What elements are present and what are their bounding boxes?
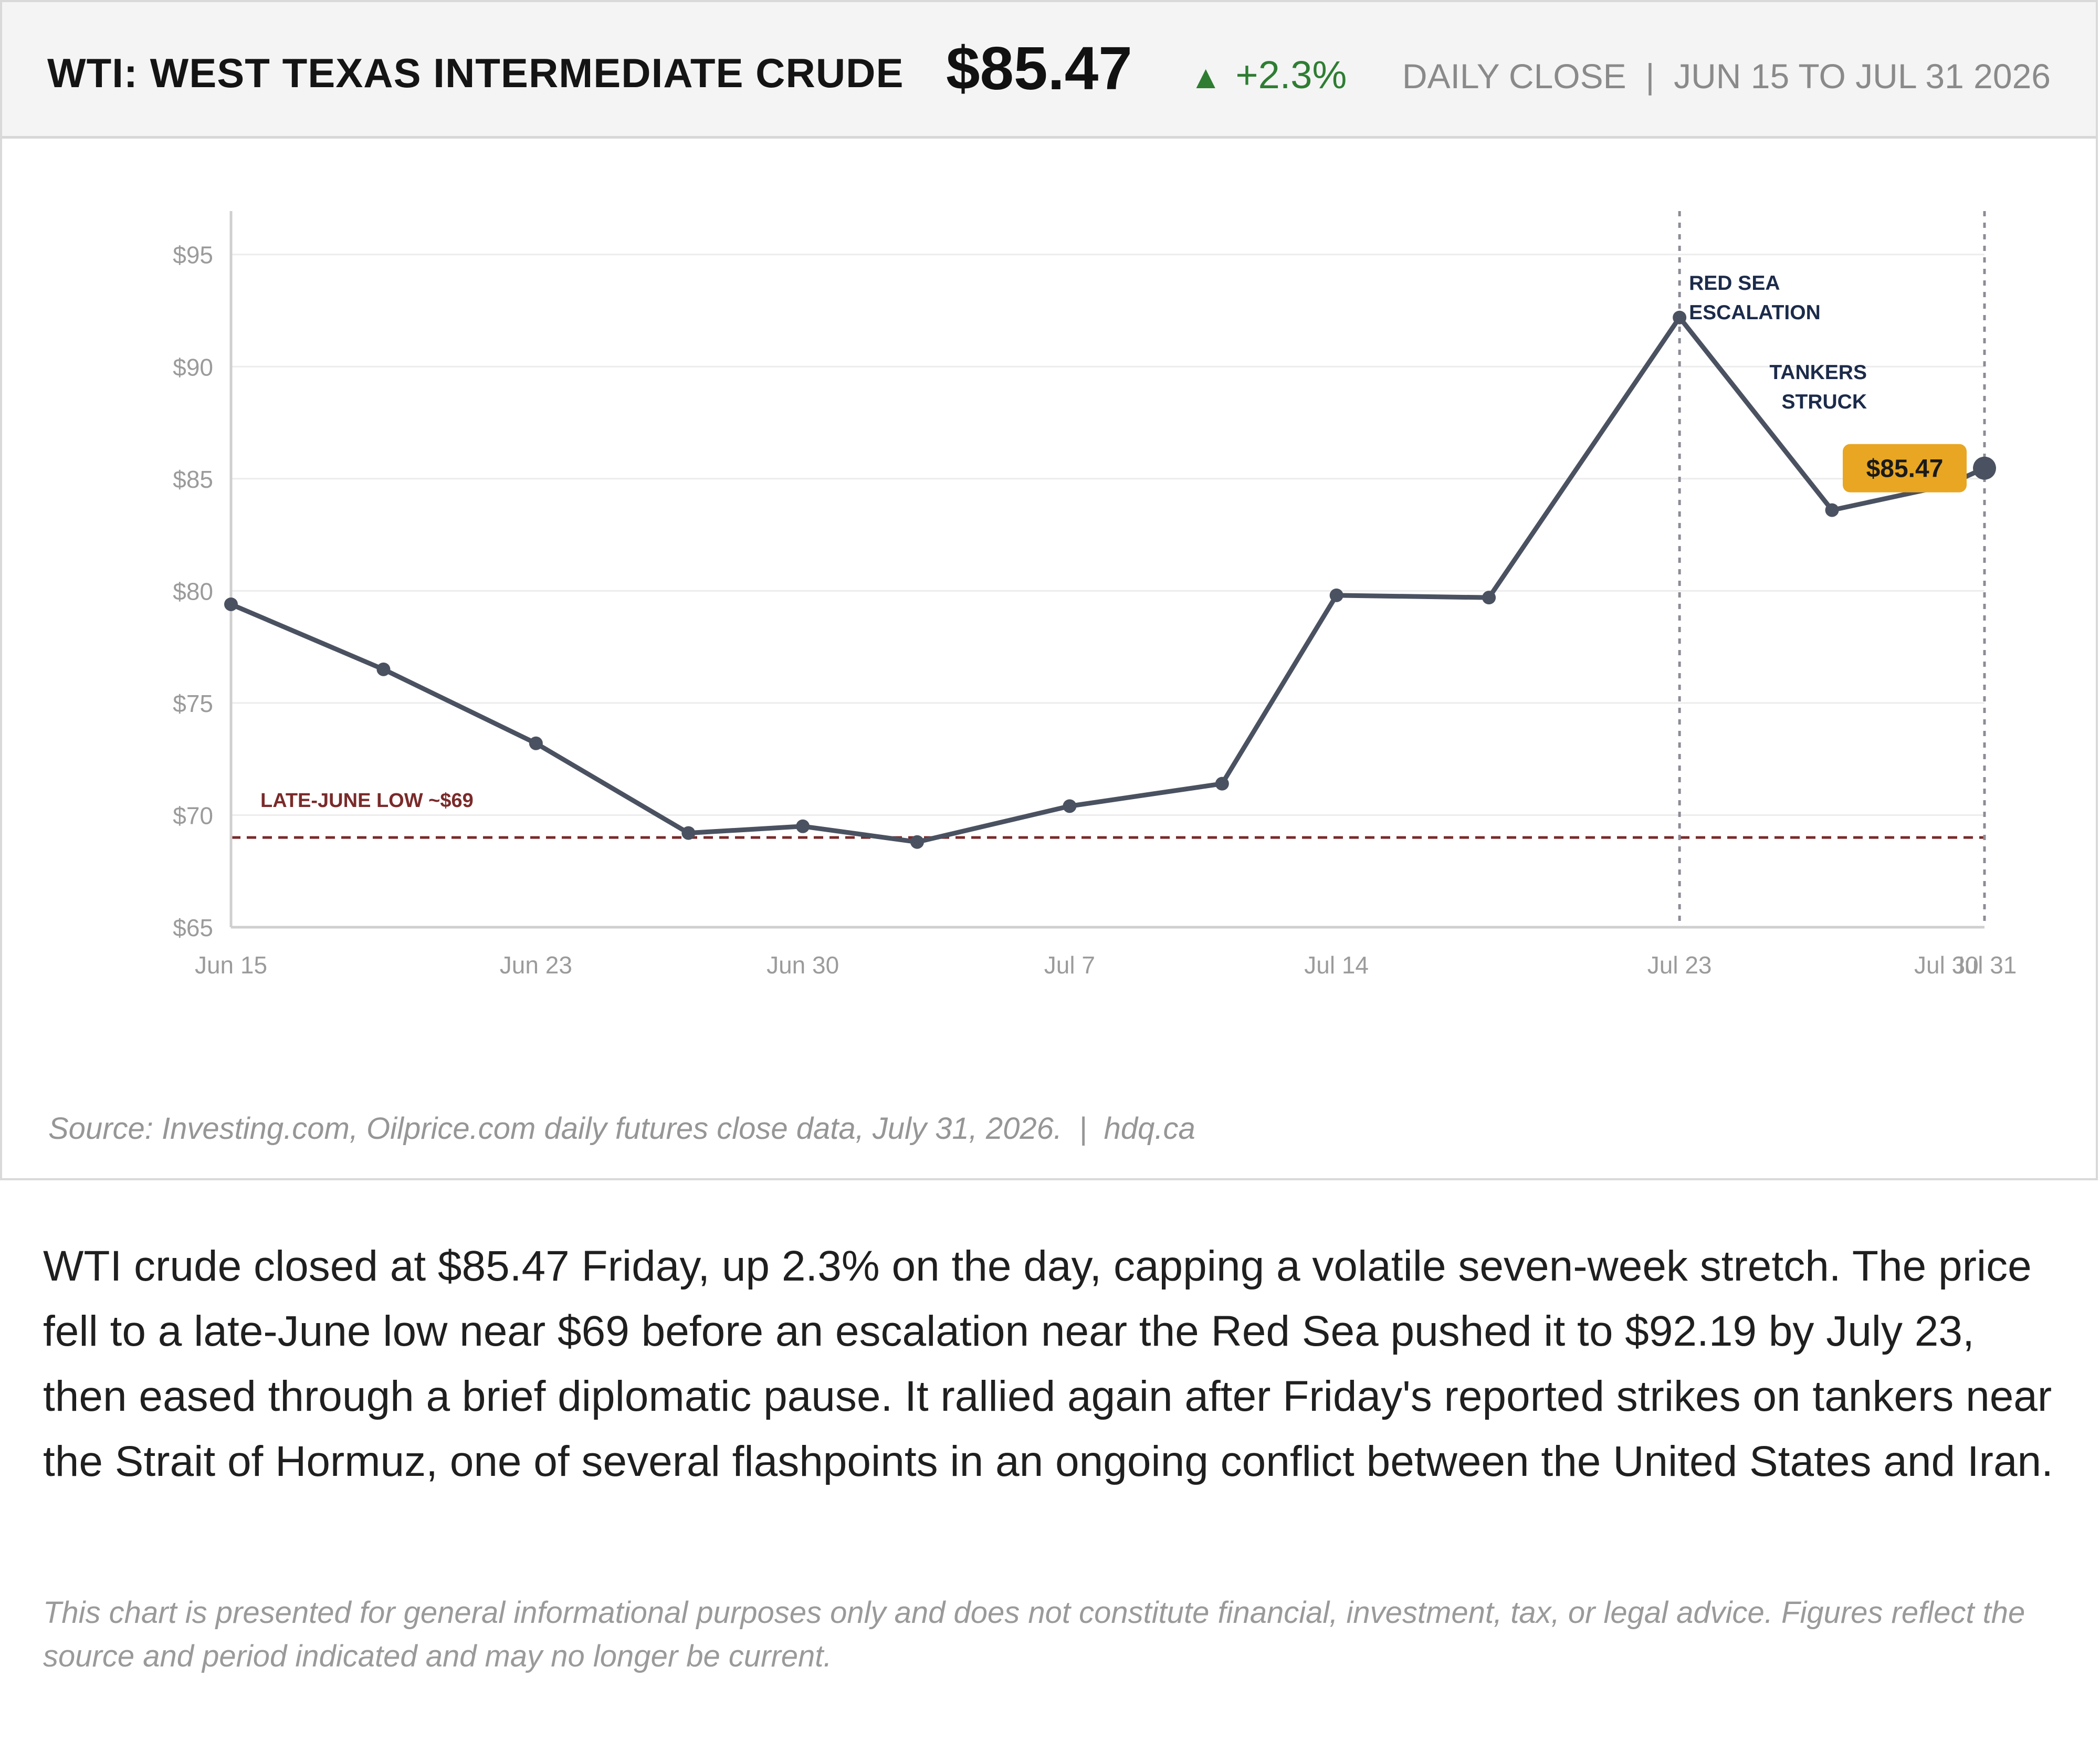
date-range-meta: DAILY CLOSE | JUN 15 TO JUL 31 2026 bbox=[1402, 57, 2051, 96]
data-point bbox=[224, 597, 238, 611]
y-tick-label: $65 bbox=[173, 914, 213, 941]
data-point bbox=[1215, 777, 1229, 791]
summary-paragraph: WTI crude closed at $85.47 Friday, up 2.… bbox=[43, 1242, 2053, 1485]
y-tick-label: $85 bbox=[173, 466, 213, 493]
price-line-chart: LATE-JUNE LOW ~$69 RED SEA ESCALATION TANK… bbox=[173, 211, 2017, 979]
price-change-value: +2.3% bbox=[1235, 53, 1347, 97]
x-tick-label: Jun 30 bbox=[766, 951, 839, 979]
current-price: $85.47 bbox=[946, 34, 1132, 102]
y-tick-label: $95 bbox=[173, 242, 213, 269]
data-point bbox=[1482, 591, 1496, 605]
data-point bbox=[376, 662, 391, 676]
y-tick-label: $90 bbox=[173, 353, 213, 381]
data-point bbox=[910, 835, 924, 849]
last-price-point bbox=[1973, 456, 1996, 480]
x-tick-label: Jul 14 bbox=[1304, 951, 1369, 979]
price-change: ▲ +2.3% bbox=[1190, 2, 1347, 139]
x-tick-label: Jul 23 bbox=[1647, 951, 1712, 979]
data-point bbox=[529, 736, 543, 750]
x-tick-label: Jul 31 bbox=[1952, 951, 2017, 979]
up-arrow-icon: ▲ bbox=[1190, 59, 1222, 96]
event-label: STRUCK bbox=[1782, 391, 1867, 413]
event-label: TANKERS bbox=[1769, 361, 1867, 384]
last-price-tag-label: $85.47 bbox=[1866, 455, 1944, 483]
x-tick-label: Jun 23 bbox=[500, 951, 572, 979]
axis-layer: $65 $70 $75 $80 $85 $90 $95 Jun 15 Jun 23 Jun 30 J… bbox=[173, 211, 2017, 979]
y-tick-label: $75 bbox=[173, 690, 213, 717]
x-tick-label: Jul 30 bbox=[1914, 951, 1979, 979]
source-note: Source: Investing.com, Oilprice.com dail… bbox=[48, 1112, 1195, 1146]
reference-layer: LATE-JUNE LOW ~$69 bbox=[231, 790, 1984, 839]
event-layer: RED SEA ESCALATION TANKERS STRUCK bbox=[1678, 211, 1986, 927]
chart-card: WTI: WEST TEXAS INTERMEDIATE CRUDE $85.4… bbox=[0, 0, 2098, 1180]
grid-layer bbox=[231, 254, 1984, 816]
event-label: RED SEA bbox=[1689, 272, 1780, 295]
last-price-tag bbox=[1843, 444, 1967, 492]
data-point bbox=[1825, 503, 1839, 517]
series-layer bbox=[224, 310, 1996, 849]
x-tick-label: Jul 7 bbox=[1044, 951, 1095, 979]
reference-line-label: LATE-JUNE LOW ~$69 bbox=[260, 790, 474, 812]
data-point bbox=[681, 826, 696, 840]
chart-header: WTI: WEST TEXAS INTERMEDIATE CRUDE $85.4… bbox=[2, 2, 2096, 139]
data-point bbox=[1673, 310, 1687, 324]
event-label: ESCALATION bbox=[1689, 301, 1821, 324]
data-point bbox=[796, 819, 810, 833]
data-point bbox=[1329, 588, 1343, 602]
price-series-line bbox=[228, 315, 1987, 845]
y-tick-label: $70 bbox=[173, 802, 213, 829]
label-layer: $85.47 bbox=[1843, 444, 1967, 492]
chart-title: WTI: WEST TEXAS INTERMEDIATE CRUDE bbox=[47, 50, 904, 96]
disclaimer-text: This chart is presented for general info… bbox=[43, 1596, 2025, 1673]
y-tick-label: $80 bbox=[173, 578, 213, 605]
data-point bbox=[1063, 799, 1077, 813]
x-tick-label: Jun 15 bbox=[195, 951, 267, 979]
